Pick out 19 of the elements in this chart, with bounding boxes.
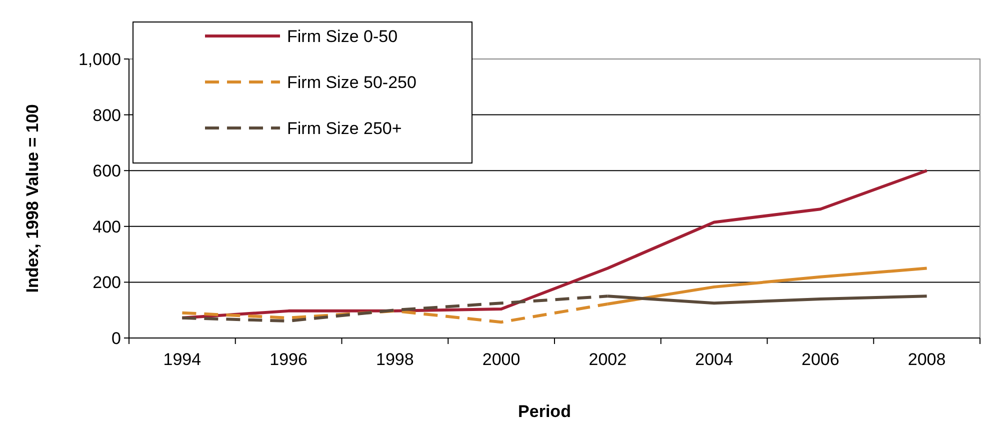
x-tick-label: 1996 bbox=[270, 350, 308, 369]
x-tick-label: 2008 bbox=[908, 350, 946, 369]
y-tick-label: 0 bbox=[112, 328, 121, 348]
x-tick-label: 1998 bbox=[376, 350, 414, 369]
y-tick-label: 1,000 bbox=[78, 50, 121, 69]
x-tick-label: 1994 bbox=[163, 350, 202, 369]
legend-label: Firm Size 0-50 bbox=[287, 26, 398, 46]
x-tick-label: 2000 bbox=[482, 350, 520, 369]
legend-label: Firm Size 50-250 bbox=[287, 72, 416, 92]
x-tick-label: 2006 bbox=[802, 350, 840, 369]
x-tick-label: 2004 bbox=[695, 350, 733, 369]
y-tick-label: 600 bbox=[92, 162, 121, 181]
y-axis-title: Index, 1998 Value = 100 bbox=[23, 104, 42, 293]
y-tick-label: 800 bbox=[92, 106, 121, 125]
x-tick-label: 2002 bbox=[588, 350, 627, 369]
y-tick-label: 200 bbox=[92, 273, 121, 292]
y-tick-label: 400 bbox=[92, 217, 121, 236]
legend-label: Firm Size 250+ bbox=[287, 118, 402, 138]
x-axis-title: Period bbox=[518, 402, 571, 421]
